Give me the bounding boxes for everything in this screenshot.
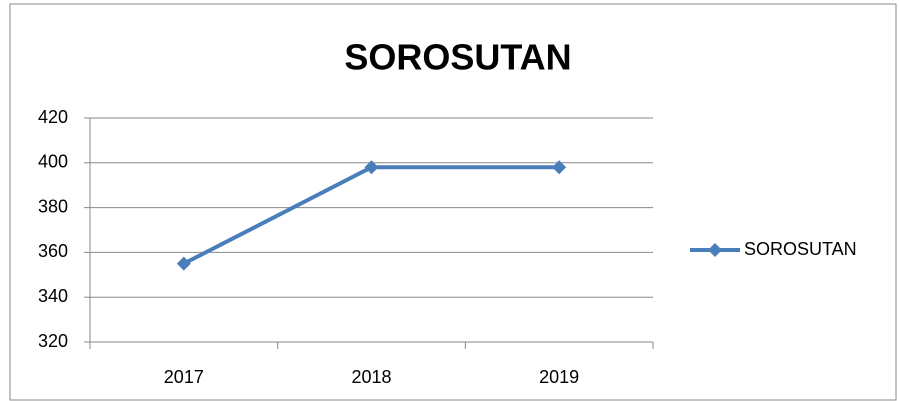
y-tick-label: 340 [38,286,68,306]
legend-marker [708,243,722,257]
y-tick-label: 320 [38,331,68,351]
x-tick-label: 2017 [164,367,204,387]
chart-frame [9,3,897,401]
x-tick-label: 2018 [351,367,391,387]
point-marker [176,256,191,271]
chart-title: SOROSUTAN [344,37,571,78]
point-marker [364,160,379,175]
point-marker [552,160,567,175]
legend-label: SOROSUTAN [744,239,857,259]
y-tick-label: 400 [38,152,68,172]
y-tick-label: 360 [38,241,68,261]
x-tick-label: 2019 [539,367,579,387]
y-tick-label: 420 [38,107,68,127]
y-tick-label: 380 [38,196,68,216]
